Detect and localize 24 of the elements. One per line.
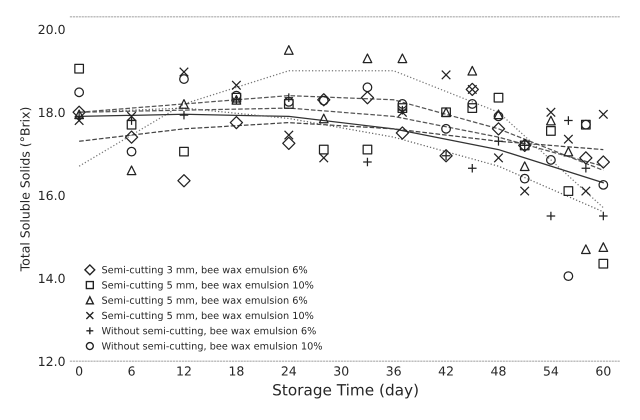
legend-label: Without semi-cutting, bee wax emulsion 10% — [102, 342, 322, 352]
x-tick-label: 60 — [596, 366, 610, 376]
x-axis-title: Storage Time (day) — [273, 384, 418, 398]
x-tick-label: 0 — [76, 366, 82, 376]
x-tick-label: 36 — [386, 366, 401, 376]
x-tick-label: 6 — [128, 366, 135, 376]
y-tick-label: 20.0 — [38, 24, 65, 34]
y-tick-label: 14.0 — [39, 274, 65, 284]
legend-label: Semi-cutting 5 mm, bee wax emulsion 6% — [102, 296, 308, 306]
x-tick-label: 30 — [334, 366, 348, 376]
y-tick-label: 16.0 — [39, 190, 65, 200]
x-tick-label: 54 — [544, 366, 558, 376]
x-tick-label: 48 — [491, 366, 506, 376]
legend-label: Semi-cutting 3 mm, bee wax emulsion 6% — [102, 266, 308, 276]
x-tick-label: 24 — [282, 366, 296, 376]
legend-label: Without semi-cutting, bee wax emulsion 6% — [102, 326, 316, 336]
legend-label: Semi-cutting 5 mm, bee wax emulsion 10% — [102, 312, 314, 321]
x-tick-label: 12 — [177, 366, 191, 376]
x-tick-label: 42 — [438, 366, 453, 376]
legend-label: Semi-cutting 5 mm, bee wax emulsion 10% — [102, 281, 314, 291]
y-axis-title: Total Soluble Solids (°Brix) — [20, 108, 32, 272]
y-tick-label: 12.0 — [39, 356, 65, 366]
y-tick-label: 18.0 — [39, 108, 65, 118]
x-tick-label: 18 — [230, 366, 244, 376]
